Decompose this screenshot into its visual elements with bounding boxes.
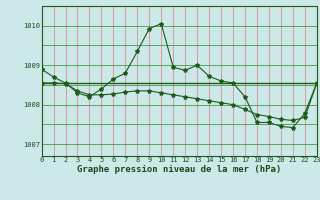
X-axis label: Graphe pression niveau de la mer (hPa): Graphe pression niveau de la mer (hPa) [77, 165, 281, 174]
